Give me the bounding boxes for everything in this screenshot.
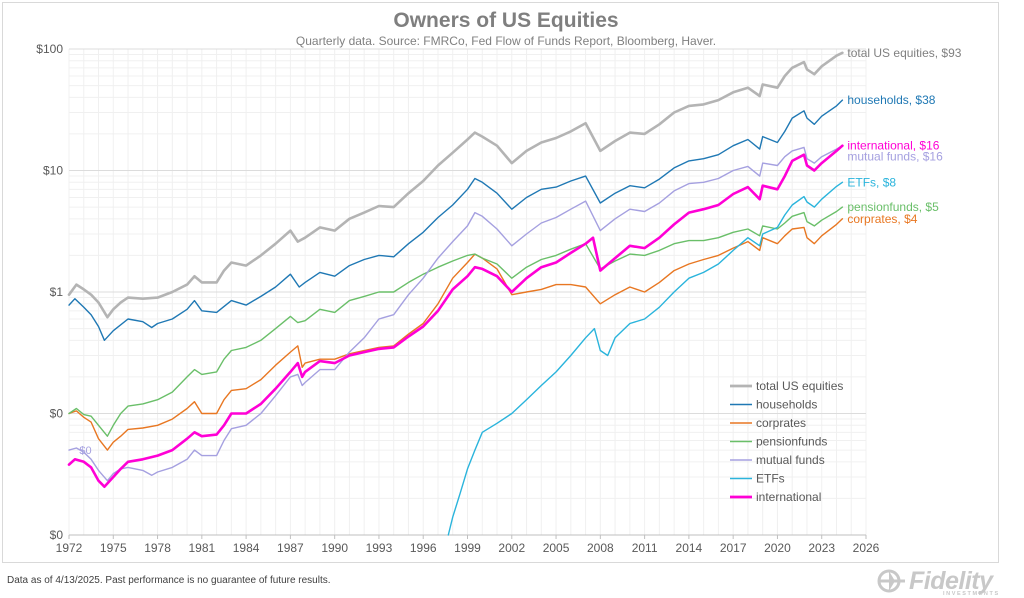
x-tick-label: 1978 <box>144 541 171 555</box>
y-tick-label: $1 <box>50 285 64 299</box>
legend-label: mutual funds <box>756 453 825 467</box>
series-lines <box>67 51 844 536</box>
fidelity-logo: Fidelity INVESTMENTS <box>875 566 1021 598</box>
x-tick-label: 2008 <box>587 541 614 555</box>
x-tick-label: 1975 <box>100 541 127 555</box>
series-line-households <box>68 99 844 341</box>
y-tick-label: $100 <box>36 42 63 56</box>
legend-label: ETFs <box>756 472 785 486</box>
footnote: Data as of 4/13/2025. Past performance i… <box>7 575 331 586</box>
x-tick-label: 2005 <box>543 541 570 555</box>
end-label-mutual-funds: mutual funds, $16 <box>847 150 943 164</box>
series-line-mutual-funds <box>68 145 844 482</box>
x-tick-label: 2002 <box>498 541 525 555</box>
x-tick-label: 1996 <box>410 541 437 555</box>
end-label-etfs: ETFs, $8 <box>847 175 896 189</box>
x-tick-label: 2020 <box>764 541 791 555</box>
legend: total US equities households corprates pens… <box>730 379 843 504</box>
grid <box>68 48 867 536</box>
end-label-total-us-equities: total US equities, $93 <box>847 46 961 60</box>
legend-label: households <box>756 398 817 412</box>
legend-label: corprates <box>756 416 806 430</box>
chart-frame: $0 $0 $1 $10 $100 1972 1975 1978 1981 1984 1987 199… <box>2 2 999 563</box>
legend-label: total US equities <box>756 379 843 393</box>
x-tick-label: 1984 <box>233 541 260 555</box>
end-label-pensionfunds: pensionfunds, $5 <box>847 200 939 214</box>
end-label-international: international, $16 <box>847 139 939 153</box>
annotation-label: $0 <box>79 445 91 457</box>
series-line-international <box>67 144 844 488</box>
y-tick-label: $0 <box>50 407 64 421</box>
x-tick-label: 1981 <box>188 541 215 555</box>
x-tick-label: 1972 <box>56 541 83 555</box>
end-label-corprates: corprates, $4 <box>847 212 917 226</box>
line-chart: $0 $0 $1 $10 $100 1972 1975 1978 1981 1984 1987 199… <box>36 9 961 555</box>
x-tick-label: 1999 <box>454 541 481 555</box>
y-tick-label: $0 <box>50 528 64 542</box>
end-labels: total US equities, $93 households, $38 int… <box>79 46 961 457</box>
x-tick-label: 1993 <box>366 541 393 555</box>
x-tick-label: 2023 <box>808 541 835 555</box>
series-line-total-us-equities <box>67 51 844 319</box>
end-label-households: households, $38 <box>847 93 935 107</box>
series-line-corprates <box>68 218 844 451</box>
x-tick-label: 1987 <box>277 541 304 555</box>
x-tick-label: 2017 <box>720 541 747 555</box>
chart-title: Owners of US Equities <box>393 9 618 32</box>
logo-sub: INVESTMENTS <box>943 591 1000 597</box>
axes: $0 $0 $1 $10 $100 1972 1975 1978 1981 1984 1987 199… <box>36 42 879 555</box>
series-line-etfs <box>447 181 844 536</box>
chart-subtitle: Quarterly data. Source: FMRCo, Fed Flow … <box>296 34 716 48</box>
series-line-pensionfunds <box>68 206 844 437</box>
y-tick-label: $10 <box>43 164 63 178</box>
fidelity-mark-icon <box>877 569 905 593</box>
x-tick-label: 1990 <box>321 541 348 555</box>
legend-label: international <box>756 490 821 504</box>
legend-label: pensionfunds <box>756 435 827 449</box>
x-tick-label: 2026 <box>853 541 880 555</box>
x-tick-label: 2011 <box>632 541 658 555</box>
x-tick-label: 2014 <box>676 541 703 555</box>
logo-word: Fidelity <box>909 567 993 595</box>
